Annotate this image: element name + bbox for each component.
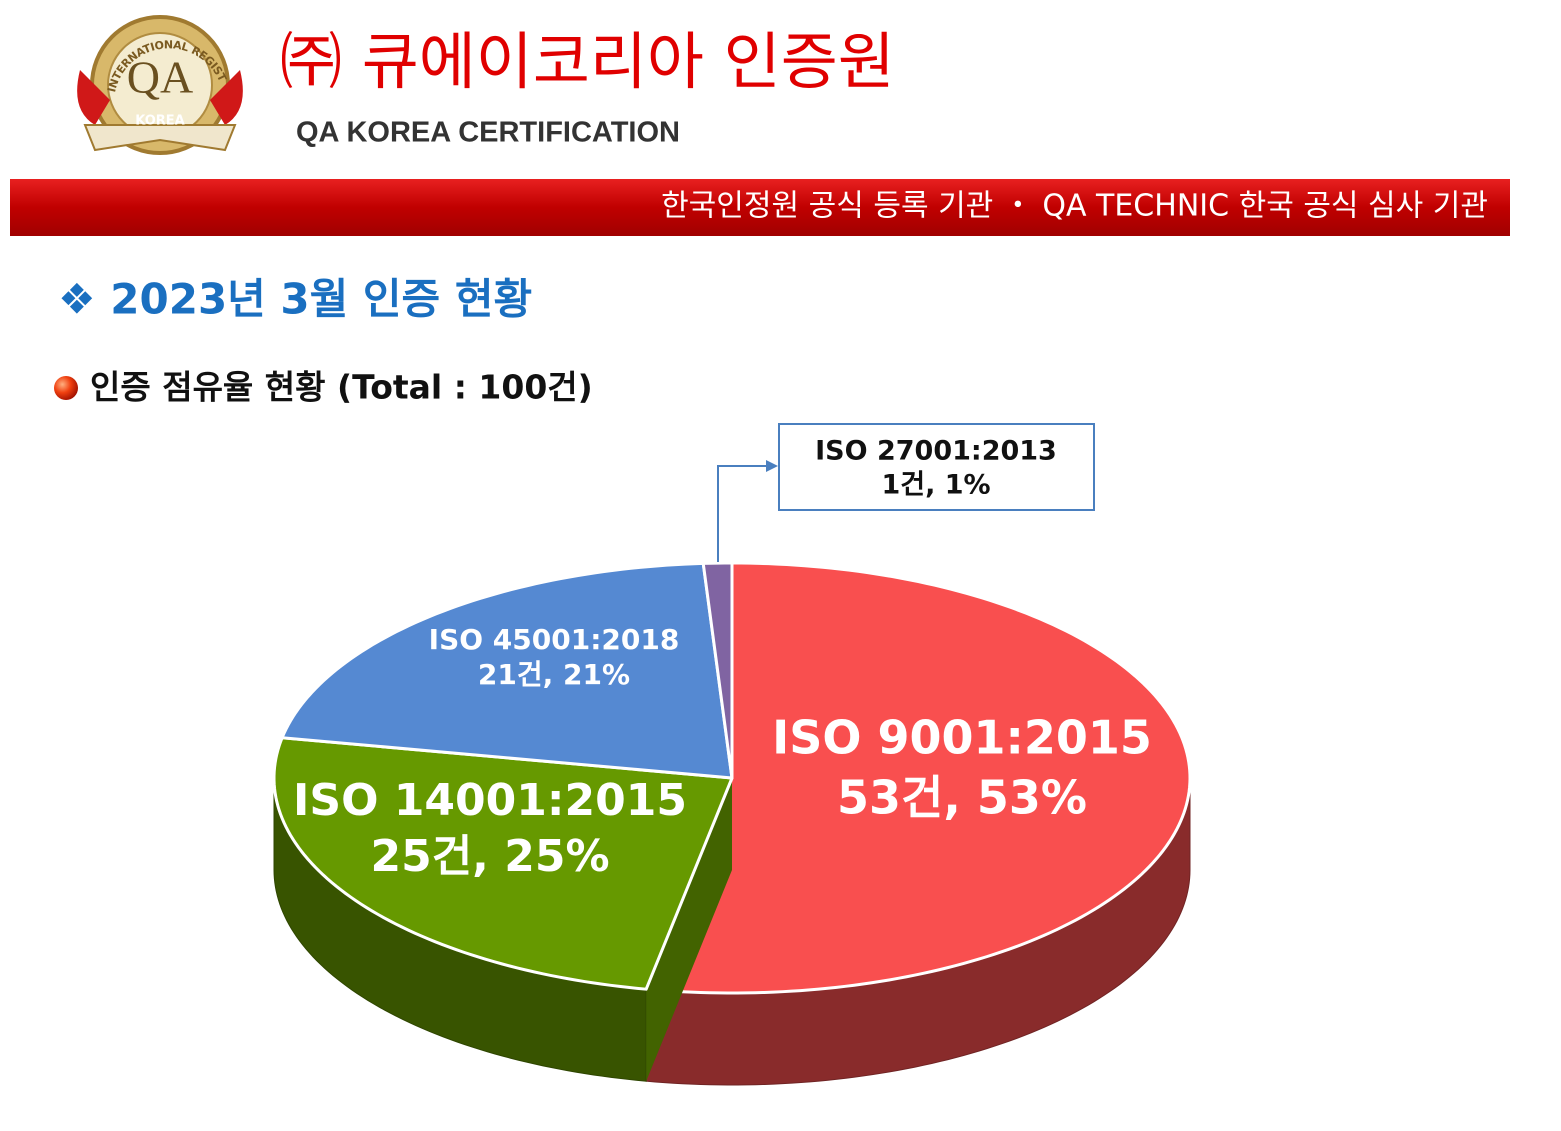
- logo-mark: QA: [127, 52, 193, 103]
- banner: [10, 179, 1510, 236]
- callout-arrow: [766, 460, 778, 472]
- slice-edge: [646, 778, 732, 1082]
- chart-title: 인증 점유율 현황 (Total : 100건): [90, 368, 593, 407]
- callout-box: [778, 423, 1095, 511]
- slice-label: ISO 14001:2015: [293, 775, 687, 826]
- header-title: ㈜ 큐에이코리아 인증원: [280, 25, 895, 98]
- pie-chart: [272, 561, 1192, 1086]
- logo: INTERNATIONAL REGISTRAR QA KOREA: [0, 0, 243, 155]
- slice: [701, 561, 734, 780]
- header-subtitle: QA KOREA CERTIFICATION: [296, 117, 680, 149]
- slice-top: [644, 561, 1192, 995]
- bullet: [54, 376, 78, 400]
- slice-value-label: 25건, 25%: [370, 831, 609, 882]
- section-title: ❖ 2023년 3월 인증 현황: [58, 275, 532, 324]
- slice-label: ISO 9001:2015: [772, 711, 1152, 765]
- slice-top: [280, 561, 734, 780]
- slice: [280, 561, 734, 780]
- callout-line: [717, 465, 770, 562]
- slice-top: [272, 736, 734, 991]
- slice-label: ISO 27001:2013: [815, 436, 1057, 467]
- slice-value-label: 53건, 53%: [837, 771, 1087, 825]
- slice: [644, 561, 1192, 1086]
- slice-value-label: 1건, 1%: [881, 470, 990, 501]
- slice-top: [701, 561, 734, 780]
- banner-text: 한국인정원 공식 등록 기관 ・ QA TECHNIC 한국 공식 심사 기관: [661, 189, 1488, 224]
- logo-ribbon: KOREA: [135, 114, 185, 129]
- slice-label: ISO 45001:2018: [429, 623, 680, 656]
- slice-value-label: 21건, 21%: [478, 658, 630, 691]
- slice: [272, 736, 734, 1082]
